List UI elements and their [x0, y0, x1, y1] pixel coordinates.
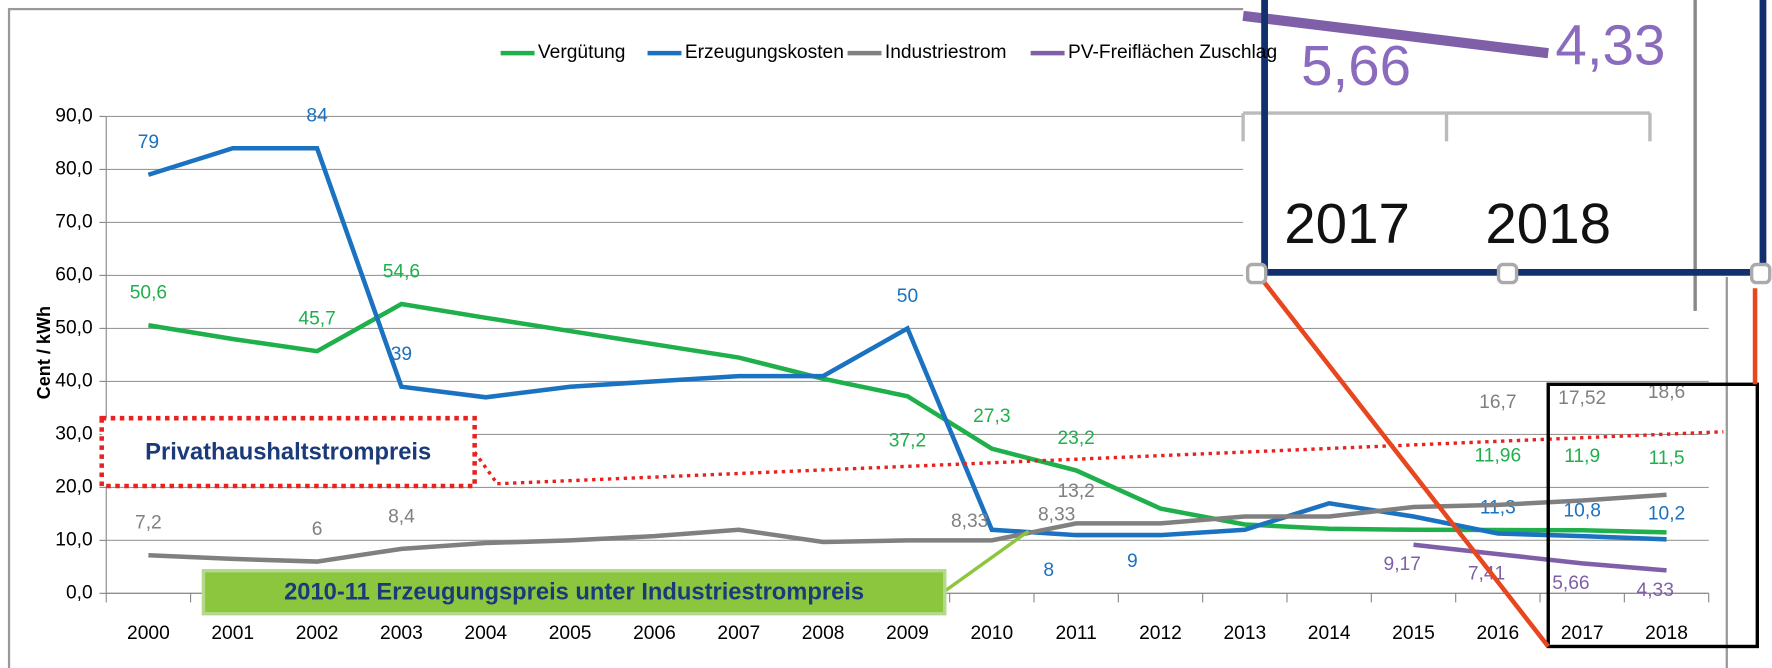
data-label: 16,7 — [1479, 392, 1516, 413]
data-label: 7,2 — [135, 513, 162, 534]
data-label: 5,66 — [1552, 573, 1589, 594]
y-tick-label: 20,0 — [55, 476, 92, 497]
x-tick-label: 2005 — [549, 623, 592, 644]
inset-value: 5,66 — [1301, 34, 1411, 97]
inset-category: 2017 — [1284, 192, 1410, 255]
x-tick-label: 2002 — [296, 623, 339, 644]
annotation: 8,33 — [951, 511, 988, 532]
x-tick-label: 2009 — [886, 623, 929, 644]
data-label: 6 — [312, 519, 323, 540]
annotation: 9 — [1127, 551, 1138, 572]
data-label: 10,8 — [1564, 500, 1601, 521]
data-label: 37,2 — [889, 431, 926, 452]
annotation: 8,33 — [1038, 504, 1075, 525]
inset: 5,66 4,33 2017 2018 — [1241, 0, 1772, 311]
annotation-box — [99, 415, 477, 489]
series-line — [147, 145, 1667, 542]
legend-label: Industriestrom — [885, 42, 1007, 63]
y-axis-label: Cent / kWh — [34, 306, 54, 399]
data-label: 9,17 — [1384, 554, 1421, 575]
y-tick-label: 0,0 — [66, 582, 93, 603]
x-tick-label: 2011 — [1056, 623, 1097, 644]
x-tick-label: 2004 — [464, 623, 507, 644]
x-tick-label: 2013 — [1223, 623, 1266, 644]
series-line — [1413, 542, 1667, 573]
data-label: 17,52 — [1558, 388, 1606, 409]
legend-label: Vergütung — [538, 42, 626, 63]
y-tick-label: 90,0 — [55, 106, 92, 127]
data-label: 11,96 — [1475, 446, 1522, 467]
trend-connector — [473, 451, 499, 485]
annotation: 2010-11 Erzeugungspreis unter Industries… — [284, 580, 864, 606]
y-tick-label: 40,0 — [55, 370, 92, 391]
legend-label: PV-Freiflächen Zuschlag — [1068, 42, 1277, 63]
zoom-frame — [1546, 382, 1760, 649]
data-label: 11,9 — [1564, 446, 1600, 467]
y-tick-label: 10,0 — [55, 529, 92, 550]
data-label: 79 — [138, 132, 159, 153]
trend-line — [497, 430, 1724, 486]
data-label: 10,2 — [1648, 504, 1685, 525]
data-label: 84 — [306, 106, 328, 127]
data-label: 8,4 — [388, 506, 415, 527]
y-tick-label: 50,0 — [55, 317, 92, 338]
inset-category: 2018 — [1485, 192, 1611, 255]
x-tick-label: 2003 — [380, 623, 423, 644]
data-label: 13,2 — [1057, 481, 1094, 502]
x-tick-label: 2001 — [211, 623, 254, 644]
legend-label: Erzeugungskosten — [685, 42, 844, 63]
x-tick-label: 2012 — [1139, 623, 1182, 644]
data-label: 45,7 — [298, 309, 335, 330]
zoom-connector — [1258, 275, 1551, 648]
data-label: 50 — [897, 286, 918, 307]
data-label: 54,6 — [383, 261, 420, 282]
annotation-connector — [943, 529, 1030, 593]
data-label: 27,3 — [973, 406, 1010, 427]
x-tick-label: 2007 — [717, 623, 760, 644]
y-tick-label: 80,0 — [55, 159, 92, 180]
handle — [1749, 262, 1772, 285]
inset-value: 4,33 — [1555, 14, 1665, 77]
handle — [1496, 262, 1519, 285]
chart-border — [7, 7, 1728, 668]
data-label: 23,2 — [1057, 428, 1094, 449]
x-tick-label: 2006 — [633, 623, 676, 644]
y-tick-label: 70,0 — [55, 212, 92, 233]
x-tick-label: 2008 — [802, 623, 845, 644]
annotation: 8 — [1043, 560, 1054, 581]
annotation: Privathaushaltstrompreis — [145, 439, 431, 465]
x-tick-label: 2015 — [1392, 623, 1435, 644]
data-label: 50,6 — [130, 283, 167, 304]
y-tick-label: 30,0 — [55, 423, 92, 444]
x-tick-label: 2014 — [1308, 623, 1351, 644]
data-label: 4,33 — [1637, 580, 1674, 601]
series-line — [148, 492, 1667, 564]
handle — [1245, 262, 1268, 285]
data-label: 18,6 — [1648, 382, 1685, 403]
x-tick-label: 2016 — [1476, 623, 1519, 644]
inset-line — [1242, 10, 1549, 59]
x-tick-label: 2017 — [1561, 623, 1604, 644]
data-label: 11,3 — [1480, 498, 1516, 519]
x-tick-label: 2010 — [970, 623, 1013, 644]
annotation-box — [201, 569, 947, 616]
x-tick-label: 2000 — [127, 623, 170, 644]
data-label: 39 — [391, 344, 412, 365]
data-label: 11,5 — [1649, 448, 1685, 469]
y-tick-label: 60,0 — [55, 265, 92, 286]
x-tick-label: 2018 — [1645, 623, 1688, 644]
series-line — [148, 301, 1667, 535]
